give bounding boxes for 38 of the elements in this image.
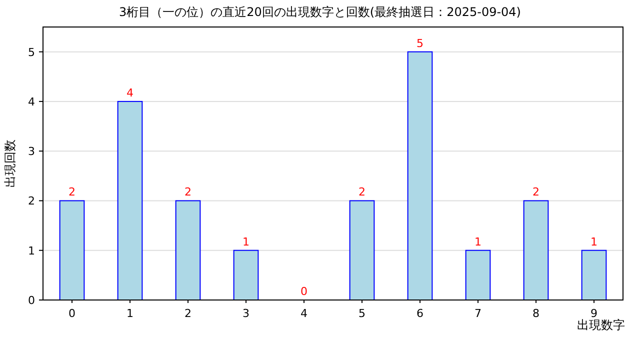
bar xyxy=(233,250,259,300)
x-tick-label: 2 xyxy=(184,307,192,320)
data-label: 0 xyxy=(300,285,308,298)
y-tick-label: 4 xyxy=(28,95,35,108)
bar xyxy=(349,200,375,300)
data-label: 2 xyxy=(184,186,192,199)
x-tick-label: 8 xyxy=(532,307,540,320)
bar xyxy=(465,250,491,300)
bar xyxy=(175,200,201,300)
y-tick-label: 5 xyxy=(28,46,35,59)
data-label: 1 xyxy=(590,235,598,248)
x-tick-label: 9 xyxy=(590,307,598,320)
y-tick-label: 3 xyxy=(28,145,35,158)
bar xyxy=(407,51,433,300)
x-tick-label: 0 xyxy=(68,307,76,320)
x-tick-label: 6 xyxy=(416,307,424,320)
data-label: 2 xyxy=(358,186,366,199)
bar xyxy=(581,250,607,300)
data-label: 2 xyxy=(68,186,76,199)
x-tick-label: 5 xyxy=(358,307,366,320)
y-tick-label: 1 xyxy=(28,244,35,258)
data-label: 1 xyxy=(242,235,250,248)
x-tick-label: 1 xyxy=(126,307,134,320)
x-tick-label: 7 xyxy=(474,307,482,320)
x-tick-label: 3 xyxy=(242,307,250,320)
x-tick-label: 4 xyxy=(300,307,308,320)
x-axis-title: 出現数字 xyxy=(577,318,625,332)
bar xyxy=(523,200,549,300)
bar xyxy=(59,200,85,300)
y-axis-title: 出現回数 xyxy=(3,140,17,188)
data-label: 1 xyxy=(474,235,482,248)
y-tick-label: 0 xyxy=(28,294,35,307)
chart-title: 3桁目（一の位）の直近20回の出現数字と回数(最終抽選日：2025-09-04) xyxy=(118,5,522,19)
bar xyxy=(117,100,143,300)
data-label: 5 xyxy=(416,36,424,50)
data-label: 4 xyxy=(126,86,134,100)
y-tick-label: 2 xyxy=(28,194,35,208)
data-label: 2 xyxy=(532,186,540,199)
